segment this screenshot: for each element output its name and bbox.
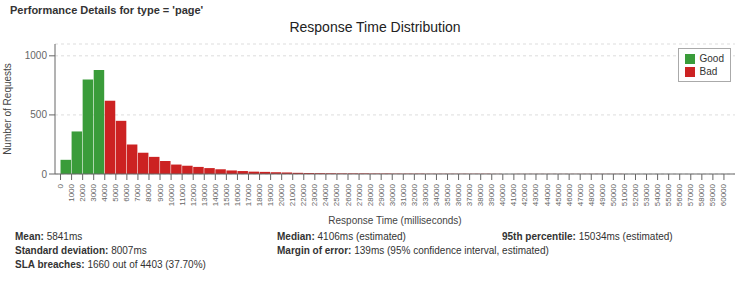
svg-text:38000: 38000 [476, 183, 485, 206]
svg-text:52000: 52000 [631, 183, 640, 206]
svg-text:59000: 59000 [708, 183, 717, 206]
svg-text:1000: 1000 [25, 50, 48, 61]
svg-text:16000: 16000 [233, 183, 242, 206]
svg-text:48000: 48000 [587, 183, 596, 206]
svg-text:24000: 24000 [321, 183, 330, 206]
svg-text:32000: 32000 [410, 183, 419, 206]
svg-text:25000: 25000 [332, 183, 341, 206]
svg-text:49000: 49000 [598, 183, 607, 206]
html-text:SLA breaches: 1660 out of 4403: SLA breaches: 1660 out of 4403 (37.70%) [15, 259, 206, 270]
svg-text:47000: 47000 [576, 183, 585, 206]
svg-text:44000: 44000 [543, 183, 552, 206]
svg-text:17000: 17000 [244, 183, 253, 206]
svg-text:50000: 50000 [609, 183, 618, 206]
svg-text:8000: 8000 [144, 183, 153, 201]
svg-text:10000: 10000 [167, 183, 176, 206]
svg-text:Number of Requests: Number of Requests [8, 63, 13, 155]
svg-text:29000: 29000 [377, 183, 386, 206]
html-text:Bad: Bad [699, 66, 718, 77]
svg-text:22000: 22000 [299, 183, 308, 206]
svg-text:53000: 53000 [642, 183, 651, 206]
html-text:Response Time Distribution: Response Time Distribution [289, 19, 461, 35]
svg-text:27000: 27000 [355, 183, 364, 206]
svg-text:1000: 1000 [67, 183, 76, 201]
svg-text:14000: 14000 [211, 183, 220, 206]
svg-text:15000: 15000 [222, 183, 231, 206]
svg-text:7000: 7000 [133, 183, 142, 201]
svg-text:18000: 18000 [255, 183, 264, 206]
svg-text:33000: 33000 [421, 183, 430, 206]
svg-text:54000: 54000 [653, 183, 662, 206]
svg-text:21000: 21000 [288, 183, 297, 206]
svg-text:13000: 13000 [200, 183, 209, 206]
svg-text:57000: 57000 [686, 183, 695, 206]
svg-text:28000: 28000 [366, 183, 375, 206]
svg-text:58000: 58000 [697, 183, 706, 206]
svg-text:34000: 34000 [432, 183, 441, 206]
svg-text:4000: 4000 [100, 183, 109, 201]
svg-text:43000: 43000 [531, 183, 540, 206]
svg-text:2000: 2000 [78, 183, 87, 201]
svg-text:Response Time (milliseconds): Response Time (milliseconds) [328, 215, 461, 226]
svg-text:0: 0 [41, 169, 47, 180]
svg-text:20000: 20000 [277, 183, 286, 206]
svg-text:23000: 23000 [310, 183, 319, 206]
svg-text:36000: 36000 [454, 183, 463, 206]
svg-text:55000: 55000 [664, 183, 673, 206]
svg-text:51000: 51000 [620, 183, 629, 206]
svg-text:45000: 45000 [554, 183, 563, 206]
html-text:Standard deviation: 8007ms: Standard deviation: 8007ms [15, 245, 147, 256]
svg-text:37000: 37000 [465, 183, 474, 206]
svg-text:35000: 35000 [443, 183, 452, 206]
svg-text:19000: 19000 [266, 183, 275, 206]
svg-text:42000: 42000 [520, 183, 529, 206]
svg-text:46000: 46000 [565, 183, 574, 206]
svg-text:26000: 26000 [344, 183, 353, 206]
svg-text:5000: 5000 [111, 183, 120, 201]
html-text:Margin of error: 139ms (95% co: Margin of error: 139ms (95% confidence i… [277, 245, 549, 256]
html-text:Good: Good [699, 53, 724, 64]
svg-text:3000: 3000 [89, 183, 98, 201]
svg-text:12000: 12000 [189, 183, 198, 206]
html-text:Median: 4106ms (estimated): Median: 4106ms (estimated) [277, 231, 406, 242]
svg-text:31000: 31000 [399, 183, 408, 206]
svg-text:6000: 6000 [122, 183, 131, 201]
svg-text:9000: 9000 [156, 183, 165, 201]
svg-text:40000: 40000 [498, 183, 507, 206]
svg-text:56000: 56000 [675, 183, 684, 206]
svg-text:500: 500 [30, 109, 47, 120]
svg-text:11000: 11000 [178, 183, 187, 205]
svg-text:60000: 60000 [719, 183, 728, 206]
svg-text:30000: 30000 [388, 183, 397, 206]
svg-text:41000: 41000 [509, 183, 518, 206]
html-text:95th percentile: 15034ms (esti: 95th percentile: 15034ms (estimated) [502, 231, 673, 242]
svg-text:39000: 39000 [487, 183, 496, 206]
html-text:Performance Details for type =: Performance Details for type = 'page' [10, 4, 204, 16]
html-text:Mean: 5841ms: Mean: 5841ms [15, 231, 83, 242]
svg-text:0: 0 [56, 183, 65, 188]
